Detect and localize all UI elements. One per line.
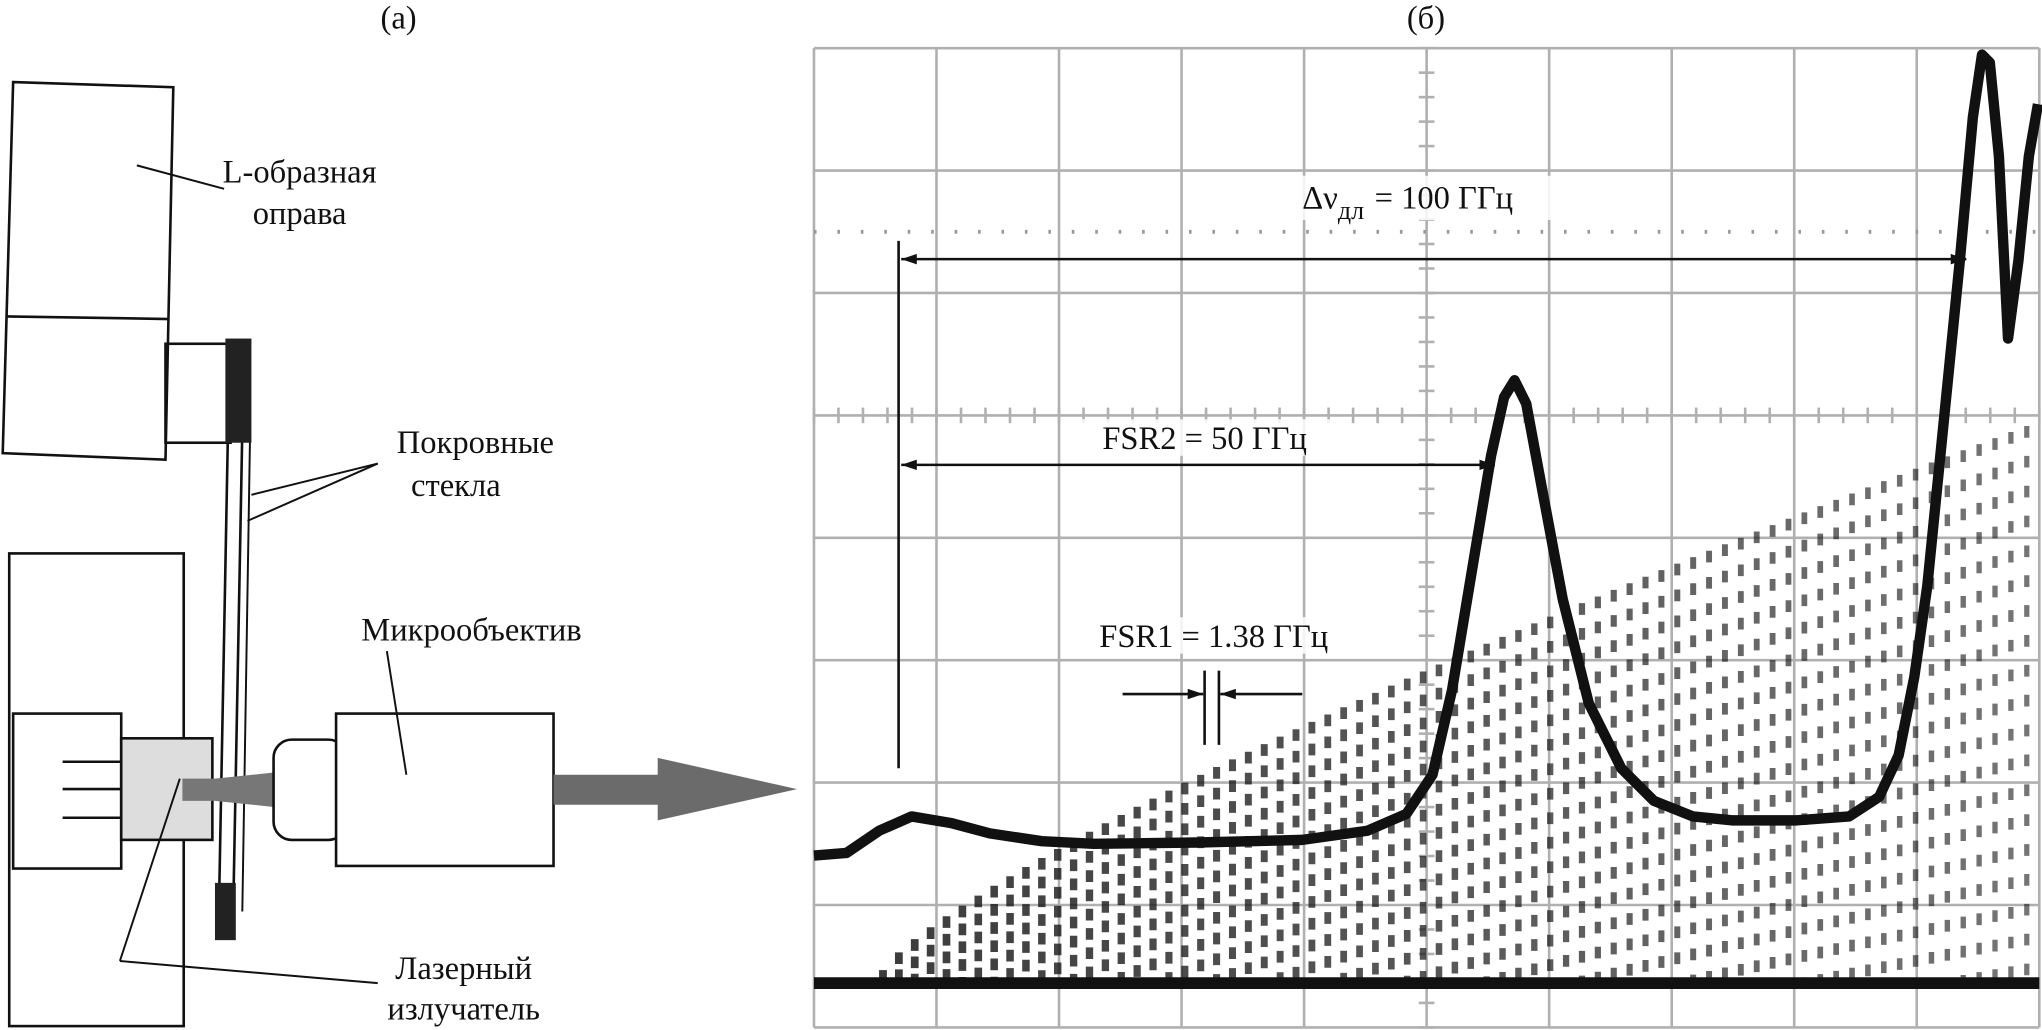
mount-edge (6, 315, 170, 321)
leader (251, 462, 378, 496)
annotation: Δνдл = 100 ГГц (1302, 180, 1513, 224)
leader (118, 778, 181, 962)
label-bg (1295, 175, 1557, 221)
cover-glass (231, 429, 244, 912)
leader (119, 960, 378, 985)
label: излучатель (387, 992, 540, 1028)
cover-glass-holder (225, 338, 252, 443)
panel-label: (б) (1407, 1, 1445, 37)
leader (247, 462, 379, 522)
label: L-образная (223, 154, 377, 190)
cover-glass-holder (214, 882, 236, 941)
l-mount (1, 80, 175, 462)
annotation: FSR2 = 50 ГГц (1102, 421, 1307, 457)
mount-arm (164, 342, 232, 445)
cover-glass (217, 429, 230, 912)
cover-glass (241, 429, 252, 912)
output-beam (553, 757, 798, 821)
panel-b: (б) Δνдл = 100 ГГц FSR2 = 50 ГГц FSR1 = 1… (812, 1, 2042, 1029)
panel-label: (а) (381, 1, 417, 37)
symbol: Δν (1302, 180, 1338, 216)
label: оправа (253, 196, 347, 232)
value: = 100 ГГц (1375, 180, 1514, 216)
label-bg (1070, 617, 1360, 654)
fringes (813, 425, 2040, 989)
leader (385, 650, 408, 775)
beam (182, 772, 278, 808)
leader (136, 164, 225, 190)
panel-a: (а) L-образная оправа Покровные стекла М… (1, 1, 798, 1028)
objective (334, 712, 555, 868)
label: Покровные (397, 425, 554, 461)
label: стекла (411, 468, 501, 504)
transmission-trace (813, 49, 2042, 861)
label-bg (1074, 419, 1335, 456)
label: Микрообъектив (361, 613, 581, 649)
annotation: FSR1 = 1.38 ГГц (1099, 619, 1328, 655)
laser-body (11, 712, 123, 870)
subscript: дл (1338, 196, 1364, 225)
label: Лазерный (395, 951, 532, 987)
